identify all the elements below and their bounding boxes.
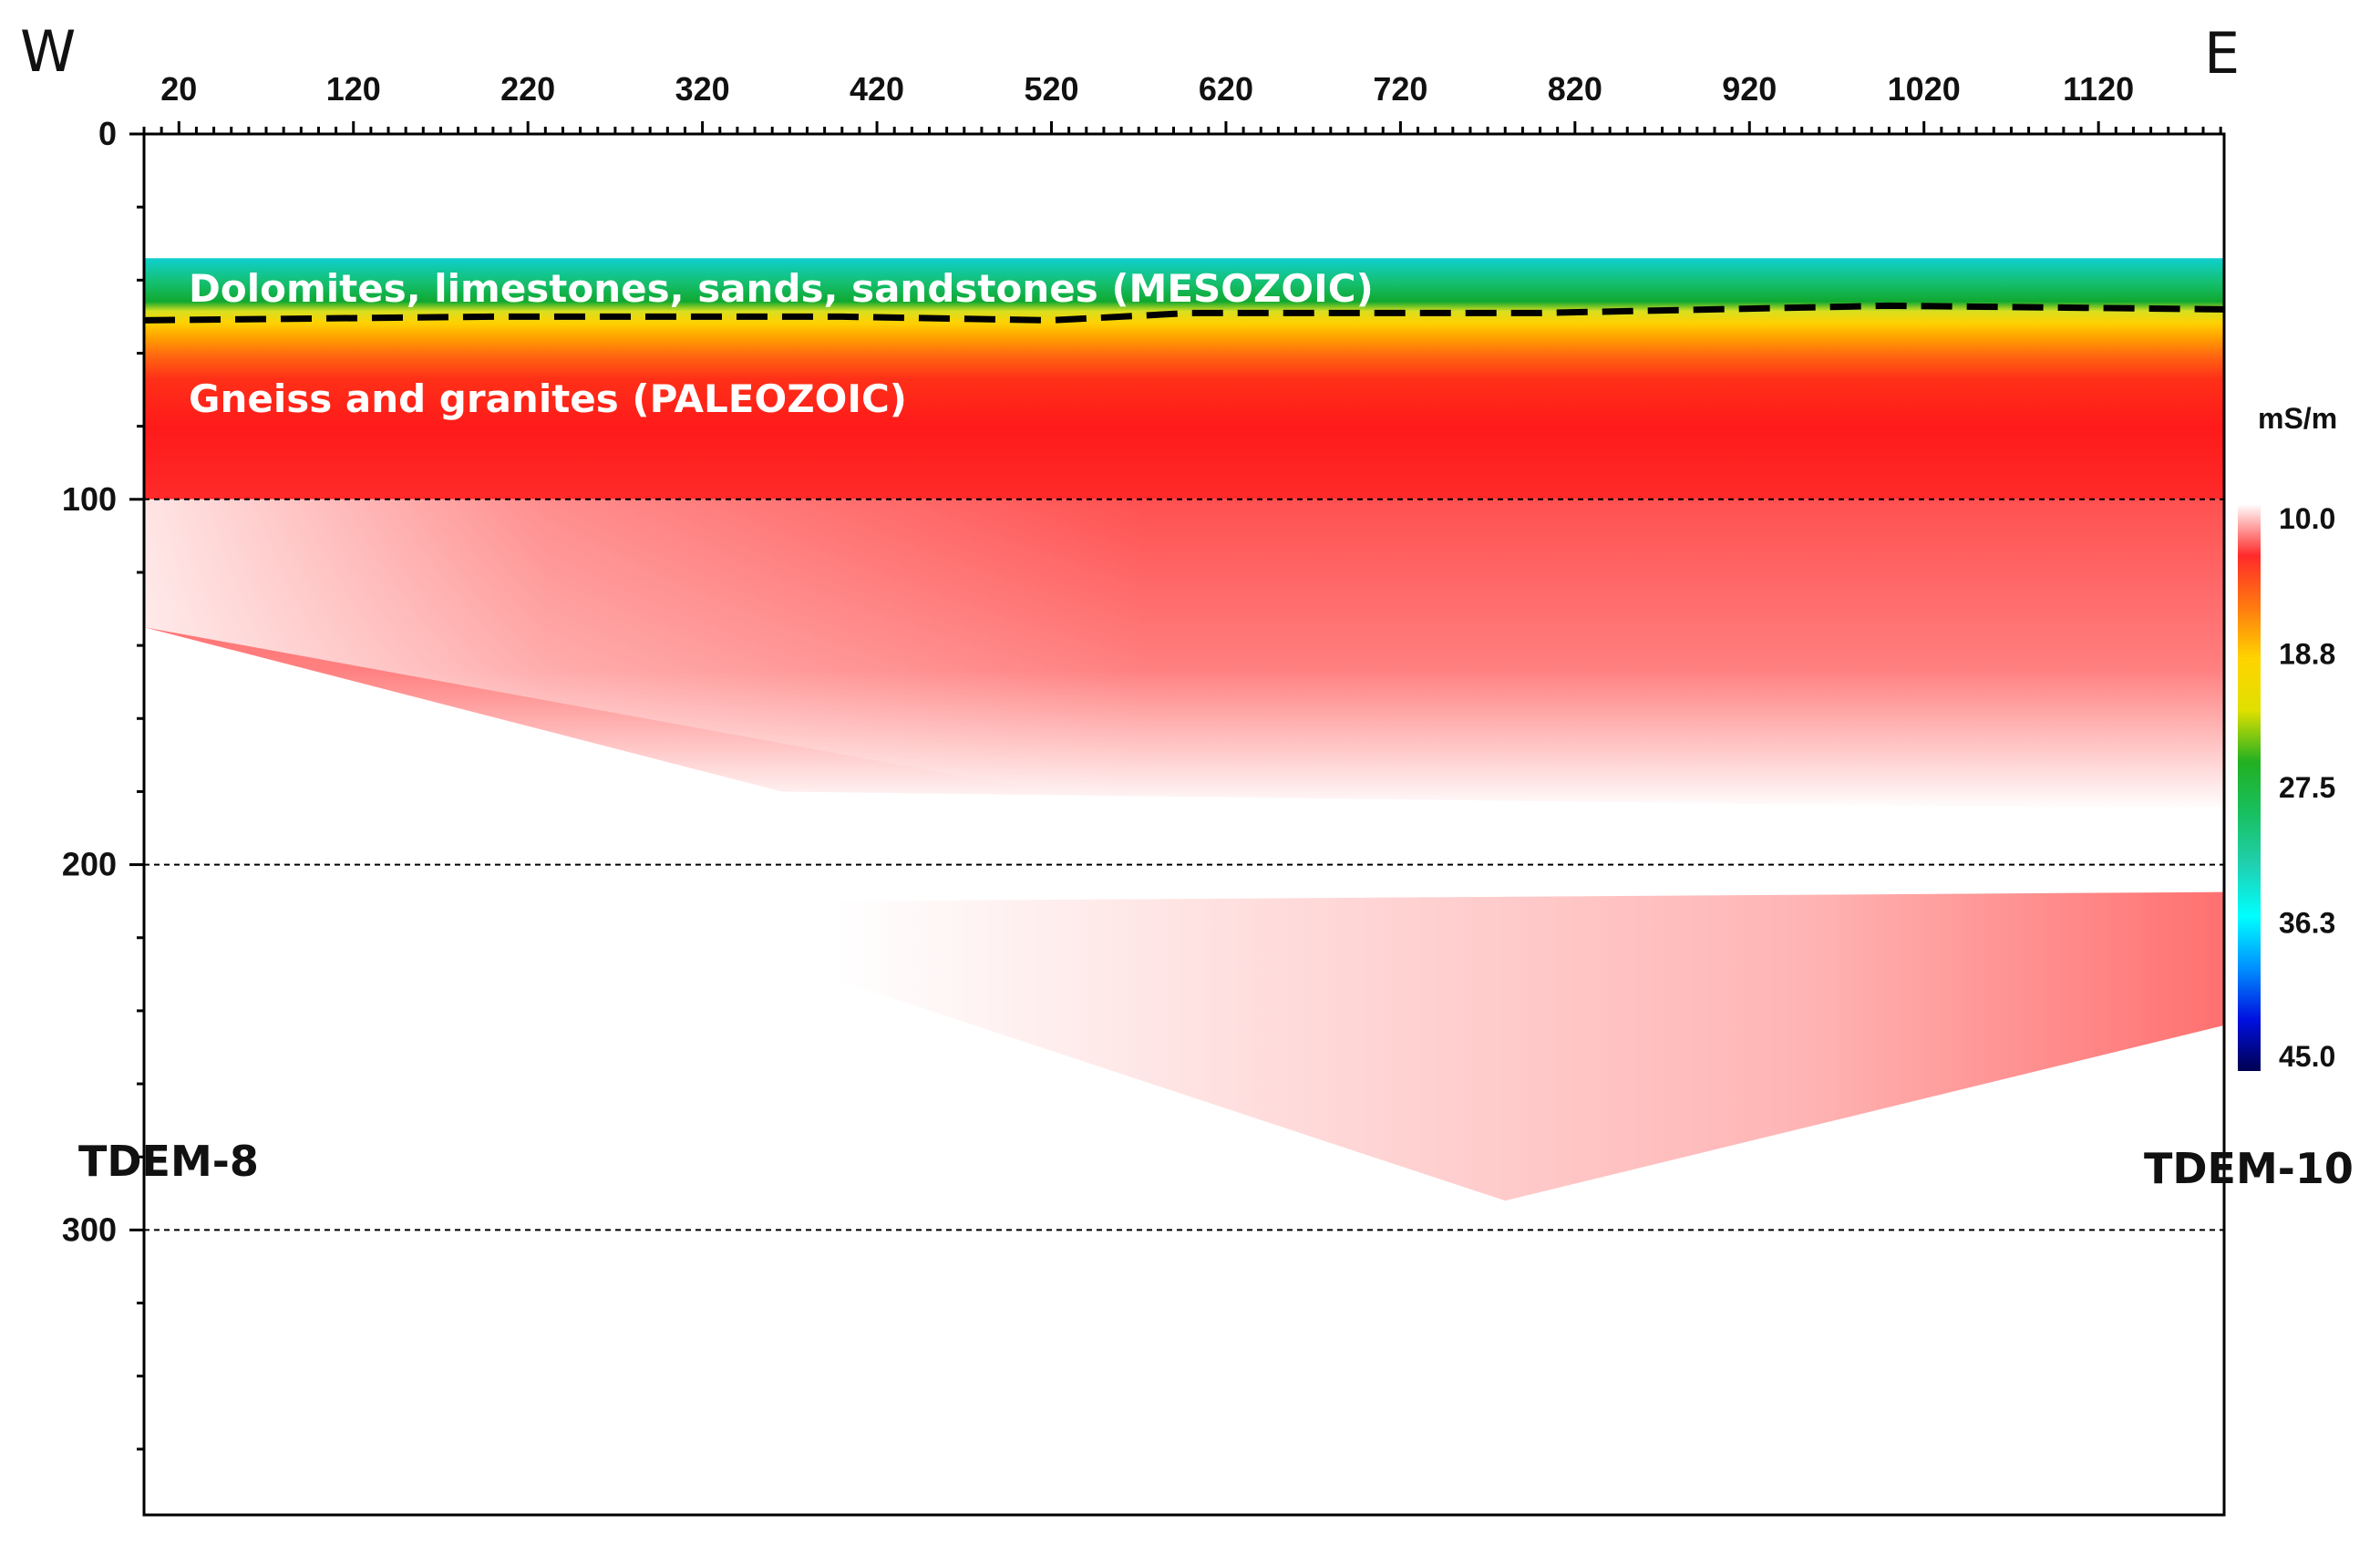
x-tick-label: 520	[1024, 70, 1078, 108]
colorbar: mS/m 10.0 18.8 27.5 36.3 45.0	[2238, 402, 2337, 1073]
direction-west-label: W	[20, 18, 76, 85]
colorbar-tick-label: 36.3	[2279, 906, 2335, 939]
x-tick-label: 1120	[2063, 70, 2134, 108]
x-tick-label: 920	[1722, 70, 1777, 108]
plot-area: 20 120 220 320 420 520 620 720 820 920 1020 1120 0 1…	[62, 70, 2226, 1517]
plot-frame	[142, 132, 2226, 1517]
x-tick-label: 620	[1199, 70, 1253, 108]
colorbar-unit-label: mS/m	[2258, 402, 2337, 435]
y-tick-label: 200	[62, 846, 117, 883]
paleozoic-layer-label: Gneiss and granites (PALEOZOIC)	[189, 376, 907, 421]
colorbar-tick-label: 10.0	[2279, 502, 2335, 535]
layer-boundary-dashed-line	[143, 302, 2225, 324]
direction-east-label: E	[2204, 20, 2240, 87]
station-left-label: TDEM-8	[78, 1137, 259, 1186]
x-tick-label: 720	[1373, 70, 1427, 108]
y-axis-ticks: 0 100 200 300	[62, 115, 144, 1451]
zone-deep-anomaly	[833, 891, 2224, 1201]
station-right-label: TDEM-10	[2144, 1144, 2354, 1193]
colorbar-tick-label: 45.0	[2279, 1040, 2335, 1073]
mesozoic-layer-label: Dolomites, limestones, sands, sandstones…	[189, 266, 1374, 311]
colorbar-tick-label: 27.5	[2279, 771, 2335, 804]
zone-shallow-and-upper	[144, 258, 2224, 500]
y-tick-label: 0	[98, 115, 117, 152]
x-tick-label: 1020	[1888, 70, 1961, 108]
x-tick-label: 220	[500, 70, 555, 108]
colorbar-tick-label: 18.8	[2279, 637, 2335, 670]
colorbar-tick-labels: 10.0 18.8 27.5 36.3 45.0	[2279, 502, 2335, 1073]
x-tick-label: 20	[160, 70, 197, 108]
y-tick-label: 100	[62, 480, 117, 518]
x-tick-label: 820	[1548, 70, 1602, 108]
x-axis-ticks: 20 120 220 320 420 520 620 720 820 920 1020 1120	[142, 70, 2222, 134]
colorbar-gradient	[2238, 504, 2261, 1071]
x-tick-label: 320	[675, 70, 730, 108]
y-tick-label: 300	[62, 1210, 117, 1248]
conductivity-zones	[144, 258, 2224, 1201]
x-tick-label: 420	[850, 70, 904, 108]
zone-lower-basement-fade	[144, 499, 1147, 810]
x-tick-label: 120	[326, 70, 381, 108]
